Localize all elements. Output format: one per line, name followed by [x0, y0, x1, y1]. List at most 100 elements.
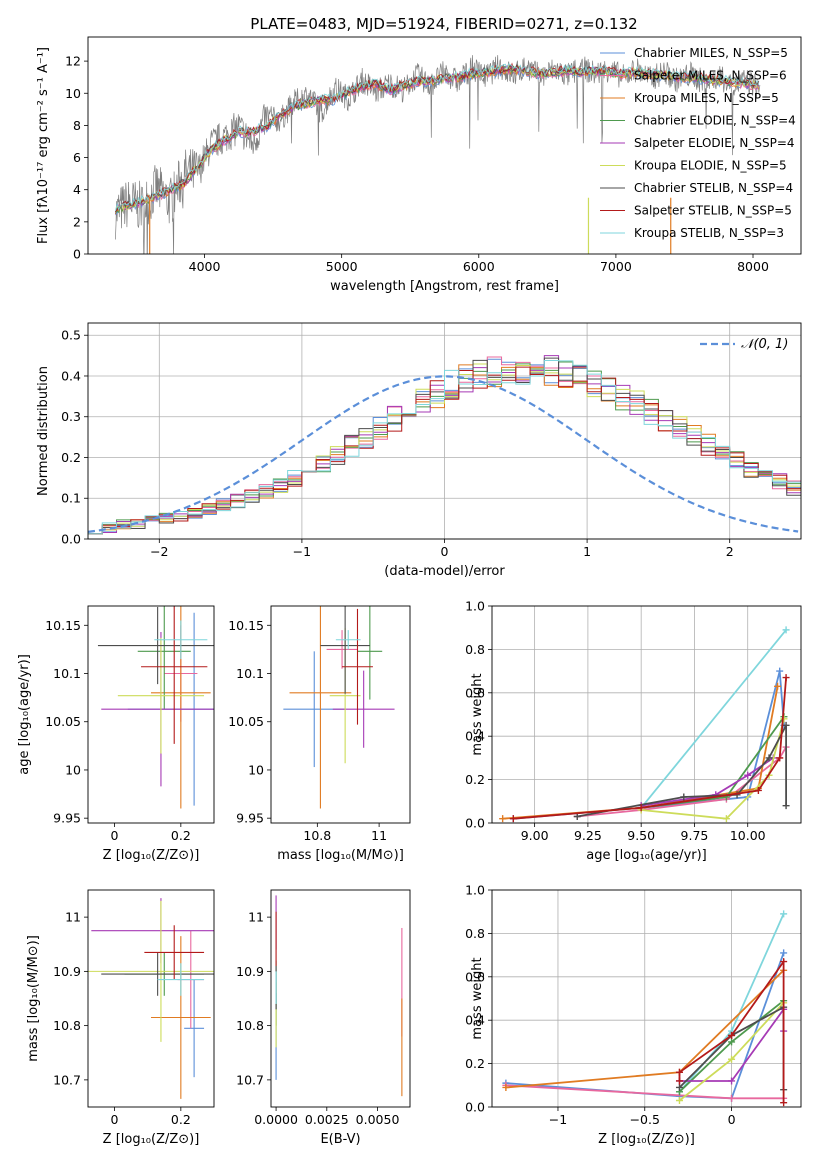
x-tick-label: 10.00: [730, 828, 766, 843]
y-tick-label: 0.0: [465, 1100, 485, 1115]
y-axis-label: mass weight: [470, 957, 485, 1039]
errorbar-point: [154, 620, 208, 660]
y-tick-label: 6: [73, 150, 81, 165]
weight-point-marker: [780, 949, 788, 957]
weight-series-line: [577, 724, 787, 818]
x-tick-label: −1: [293, 544, 311, 559]
y-tick-label: 10.8: [53, 1018, 81, 1033]
y-tick-label: 10: [65, 762, 81, 777]
weight-point-marker: [744, 771, 752, 779]
legend-label: Salpeter ELODIE, N_SSP=4: [634, 136, 795, 150]
y-tick-label: 8: [73, 118, 81, 133]
errorbar-point: [357, 606, 383, 700]
legend-label: Kroupa STELIB, N_SSP=3: [634, 226, 784, 240]
weight-point-marker: [780, 910, 788, 918]
weight-point-marker: [782, 802, 790, 810]
errorbar-point: [289, 606, 352, 809]
weight-series: [675, 997, 788, 1096]
errorbar-point: [342, 608, 373, 725]
age-vs-mass-panel: 10.8 11 9.95 10 10.05 10.1 10.15 mass [log₁₀(M/…: [228, 605, 411, 863]
x-tick-label: −2: [150, 544, 168, 559]
weight-series: [675, 958, 788, 1107]
x-tick-label: 4000: [189, 259, 221, 274]
weight-point-marker: [509, 815, 517, 823]
weight-vs-age-panel: 9.00 9.25 9.50 9.75 10.00 0.0 0.2 0.4 0.6 0.8 1.0 a…: [465, 599, 802, 863]
weight-vs-Z-panel: −1 −0.5 0 0.0 0.2 0.4 0.6 0.8 1.0 Z [log₁₀(Z/Z⊙)]…: [465, 883, 802, 1147]
x-axis-label: Z [log₁₀(Z/Z⊙)]: [103, 1132, 200, 1147]
axes-frame: [87, 36, 802, 255]
weight-vs-age-plot-area: [499, 626, 790, 823]
y-tick-label: 10.15: [228, 618, 264, 633]
y-tick-label: 10.15: [45, 618, 81, 633]
spectrum-legend: Chabrier MILES, N_SSP=5 Salpeter MILES, N…: [600, 46, 796, 240]
y-tick-label: 9.95: [53, 811, 81, 826]
weight-point-marker: [637, 804, 645, 812]
x-tick-label: 0.2: [171, 1112, 191, 1127]
legend-label: Salpeter STELIB, N_SSP=5: [634, 204, 792, 218]
x-tick-label: 9.75: [681, 828, 709, 843]
errorbar-point: [117, 637, 205, 754]
weight-point-marker: [502, 1083, 510, 1091]
weight-series-line: [640, 629, 787, 809]
y-tick-label: 10.9: [236, 964, 264, 979]
axes-frame: [270, 605, 411, 824]
y-tick-label: 10.1: [236, 666, 264, 681]
y-tick-label: 0.4: [465, 1013, 485, 1028]
x-axis-label: Z [log₁₀(Z/Z⊙)]: [598, 1132, 695, 1147]
legend-label: Chabrier STELIB, N_SSP=4: [634, 181, 793, 195]
y-tick-label: 0.0: [465, 816, 485, 831]
weight-series: [509, 674, 790, 823]
mass-vs-ebv-panel: 0.0000 0.0025 0.0050 10.7 10.8 10.9 11 E(B-V): [236, 889, 411, 1147]
y-tick-label: 0.6: [465, 685, 485, 700]
x-tick-label: 0.2: [171, 828, 191, 843]
y-tick-label: 0: [73, 247, 81, 262]
axes-frame: [87, 889, 215, 1108]
legend-label: Kroupa ELODIE, N_SSP=5: [634, 159, 787, 173]
model-spectrum-line: [114, 63, 760, 212]
weight-vs-Z-plot-area: [502, 910, 788, 1107]
residuals-panel: −2 −1 0 1 2 0.0 0.1 0.2 0.3 0.4 0.5 (data-model)/er…: [36, 322, 802, 579]
legend-label: Chabrier ELODIE, N_SSP=4: [634, 114, 796, 128]
legend-label: Chabrier MILES, N_SSP=5: [634, 46, 788, 60]
y-tick-label: 1.0: [465, 883, 485, 898]
legend-label: 𝒩(0, 1): [741, 337, 788, 352]
weight-point-marker: [776, 667, 784, 675]
y-tick-label: 10.7: [53, 1072, 81, 1087]
y-axis-label: mass [log₁₀(M/M⊙)]: [26, 935, 41, 1062]
gaussian-curve: [88, 375, 799, 533]
y-tick-label: 10.7: [236, 1072, 264, 1087]
x-tick-label: 5000: [326, 259, 358, 274]
errorbar-point: [332, 670, 395, 748]
age-vs-mass-plot-area: [283, 606, 395, 809]
mass-vs-Z-panel: 0 0.2 10.7 10.8 10.9 11 Z [log₁₀(Z/Z⊙)] mass [l…: [26, 889, 215, 1147]
errorbar-point: [151, 606, 211, 809]
y-tick-label: 10.1: [53, 666, 81, 681]
errorbar-point: [151, 936, 211, 1099]
weight-point-marker: [675, 1068, 683, 1076]
y-tick-label: 2: [73, 214, 81, 229]
x-axis-label: mass [log₁₀(M/M⊙)]: [277, 848, 404, 863]
residual-histogram-step: [88, 360, 801, 539]
errorbar-point: [88, 900, 214, 1042]
x-tick-label: 0: [728, 1112, 736, 1127]
x-tick-label: 9.25: [574, 828, 602, 843]
y-tick-label: 10.8: [236, 1018, 264, 1033]
y-tick-label: 0.0: [61, 532, 81, 547]
y-tick-label: 0.5: [61, 328, 81, 343]
weight-point-marker: [728, 1055, 736, 1063]
errorbar-point: [157, 963, 205, 996]
weight-point-marker: [499, 815, 507, 823]
weight-point-marker: [680, 793, 688, 801]
y-tick-label: 0.4: [61, 368, 81, 383]
y-axis-label: age [log₁₀(age/yr)]: [17, 654, 32, 775]
mass-vs-ebv-plot-area: [275, 895, 403, 1097]
y-tick-label: 0.1: [61, 491, 81, 506]
y-axis-label: Flux [fλ10⁻¹⁷ erg cm⁻² s⁻¹ A⁻¹]: [36, 47, 51, 244]
x-tick-label: 2: [726, 544, 734, 559]
weight-point-marker: [754, 786, 762, 794]
residuals-plot-area: [88, 355, 801, 539]
y-tick-label: 10.05: [45, 714, 81, 729]
legend-label: Kroupa MILES, N_SSP=5: [634, 91, 779, 105]
weight-point-marker: [765, 754, 773, 762]
axes-frame: [270, 889, 411, 1108]
